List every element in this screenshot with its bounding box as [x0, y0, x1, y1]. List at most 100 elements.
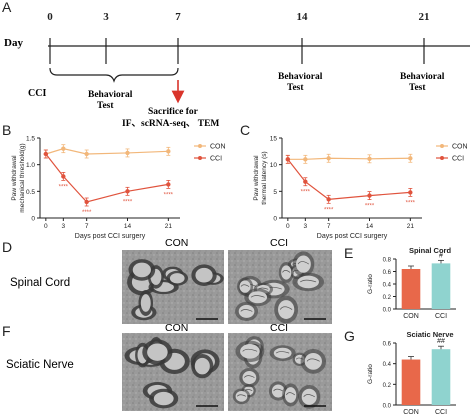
damaged-fold	[300, 279, 317, 283]
significance-label: ##	[437, 338, 445, 345]
y-tick-label: 0.6	[383, 342, 392, 348]
y-axis-label: Paw withdrawal	[11, 155, 18, 201]
axon	[238, 304, 255, 318]
damaged-fold	[244, 375, 255, 378]
data-point-con	[61, 146, 66, 151]
behavioral-test-label-14: Behavioral Test	[278, 72, 325, 93]
data-point-cci	[285, 157, 291, 162]
axon	[240, 344, 260, 359]
micrograph-label-con-spinal: CON	[165, 237, 188, 249]
timeline-day-3: 3	[103, 11, 109, 23]
axon	[271, 384, 285, 398]
axon	[147, 343, 168, 361]
significance-label: ****	[406, 200, 416, 206]
micrograph-spinal-con	[122, 250, 224, 324]
micrograph-sciatic-cci	[228, 333, 332, 411]
x-tick-label-con: CON	[403, 409, 419, 415]
panel-letter-e: E	[344, 245, 353, 261]
damaged-fold	[240, 284, 250, 287]
significance-label: #	[439, 252, 443, 259]
legend-label-cci: CCI	[452, 156, 464, 163]
y-tick-label: 0.8	[383, 258, 392, 264]
axon	[296, 255, 311, 273]
axon	[153, 391, 174, 406]
axon	[297, 275, 319, 289]
x-tick-label-cci: CCI	[435, 409, 447, 415]
panel-letter-f: F	[2, 323, 11, 339]
timeline-day-21: 21	[419, 11, 430, 23]
y-tick-label: 0.4	[383, 362, 392, 368]
damaged-fold	[306, 358, 320, 362]
axon	[273, 347, 292, 359]
significance-label: ****	[59, 184, 69, 190]
x-tick-label: 21	[165, 223, 173, 230]
timeline-day-14: 14	[297, 11, 309, 23]
data-point-con	[326, 156, 331, 161]
y-tick-label: 0.2	[383, 295, 392, 301]
y-tick-label: 0.2	[383, 383, 392, 389]
cci-label: CCI	[28, 88, 46, 99]
data-point-con	[166, 149, 171, 154]
panel-letter-b: B	[2, 122, 11, 138]
damaged-fold	[303, 394, 315, 398]
axon	[242, 371, 257, 385]
day-label: Day	[4, 37, 23, 49]
bar-cci	[431, 349, 451, 405]
panel-letter-a: A	[2, 0, 12, 15]
panel-f: F Sciatic Nerve CON CCI	[2, 322, 332, 411]
y-tick-label: 5	[273, 189, 277, 196]
x-tick-label: 0	[286, 223, 290, 230]
damaged-fold	[250, 295, 265, 298]
axon	[278, 300, 295, 320]
y-axis-label: Paw withdrawal	[253, 155, 260, 201]
x-tick-label: 7	[327, 223, 331, 230]
data-point-cci	[367, 193, 372, 198]
y-axis-label: thermal latency (s)	[261, 151, 268, 204]
damaged-fold	[242, 348, 258, 352]
data-point-cci	[125, 189, 130, 194]
panel-letter-d: D	[2, 239, 12, 255]
chart-c: 0 5 10 15 0 3 7 14 21 Days post CCI surgery Paw wi…	[253, 136, 468, 241]
significance-label: ****	[324, 207, 334, 213]
x-tick-label-cci: CCI	[435, 313, 447, 320]
timeline-ticks: 0 3 7 14 21	[47, 11, 430, 64]
panel-c: C 0 5 10 15 0 3 7 14 21 Days post CCI surgery Paw …	[240, 122, 468, 240]
micrograph-label-cci-spinal: CCI	[270, 237, 288, 249]
behavioral-test-label-21: Behavioral Test	[400, 72, 447, 93]
damaged-fold	[236, 394, 246, 397]
axon	[132, 262, 151, 278]
axon	[301, 388, 317, 405]
behavioral-test-label-1a: Behavioral Test	[88, 90, 135, 111]
x-tick-label-con: CON	[403, 313, 419, 320]
data-point-cci	[84, 199, 89, 205]
data-point-cci	[43, 151, 49, 157]
chart-title: Spinal Cord	[409, 246, 452, 255]
chart-e: Spinal Cord 0.0 0.2 0.4 0.6 0.8 G-ratio CON CCI #	[367, 246, 456, 320]
significance-label: ****	[365, 204, 375, 210]
timeline-day-0: 0	[47, 11, 53, 23]
bar-con	[401, 359, 421, 405]
significance-label: ****	[164, 192, 174, 198]
legend-marker	[440, 156, 444, 160]
panel-e: E Spinal Cord 0.0 0.2 0.4 0.6 0.8 G-ratio CON CC…	[344, 245, 456, 320]
y-tick-label: 0.6	[383, 270, 392, 276]
bar-con	[401, 269, 421, 309]
y-tick-label: 1.5	[26, 136, 35, 143]
legend-marker	[198, 156, 202, 160]
panel-letter-g: G	[344, 328, 355, 344]
damaged-fold	[279, 306, 293, 310]
legend-marker	[440, 144, 444, 148]
data-point-cci	[61, 174, 66, 179]
axon	[281, 265, 292, 280]
axon	[248, 291, 268, 304]
panel-d: D Spinal Cord CON CCI	[2, 237, 332, 324]
damaged-fold	[240, 309, 253, 312]
legend-marker	[198, 144, 202, 148]
y-tick-label: 15	[270, 136, 278, 143]
axon	[284, 387, 297, 403]
data-point-cci	[326, 197, 331, 202]
panel-letter-c: C	[240, 122, 250, 138]
damaged-fold	[275, 351, 290, 354]
x-tick-label: 14	[124, 223, 132, 230]
legend-label-con: CON	[452, 144, 468, 151]
